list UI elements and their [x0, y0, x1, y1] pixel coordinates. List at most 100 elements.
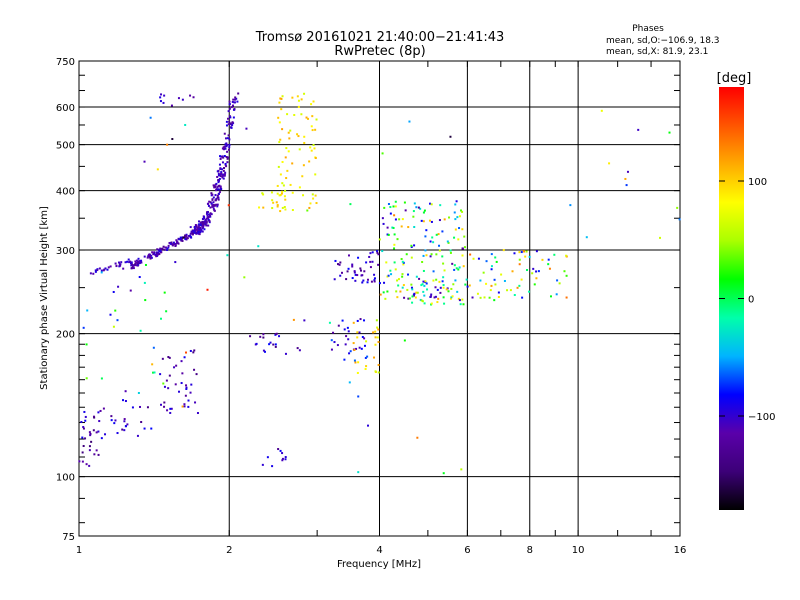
- data-point: [528, 290, 531, 293]
- data-point: [104, 267, 107, 270]
- y-tick-label: 200: [56, 330, 75, 341]
- data-point: [347, 330, 350, 333]
- data-point: [393, 214, 396, 217]
- data-point: [169, 407, 172, 410]
- data-point: [138, 276, 141, 279]
- data-point: [396, 238, 399, 241]
- data-point: [219, 185, 222, 188]
- data-point: [227, 134, 230, 137]
- data-point: [520, 278, 523, 281]
- data-point: [166, 249, 169, 252]
- data-point: [232, 116, 235, 119]
- data-point: [170, 104, 173, 107]
- data-point: [455, 200, 458, 203]
- data-point: [531, 272, 534, 275]
- data-point: [300, 98, 303, 101]
- data-point: [463, 235, 466, 238]
- y-tick-label: 400: [56, 187, 75, 198]
- data-point: [454, 279, 457, 282]
- data-point: [437, 233, 440, 236]
- data-point: [124, 400, 127, 403]
- data-point: [181, 372, 184, 375]
- data-point: [494, 256, 497, 259]
- data-point: [292, 318, 295, 321]
- data-point: [201, 218, 204, 221]
- data-point: [210, 202, 213, 205]
- data-point: [84, 437, 87, 440]
- data-point: [360, 274, 363, 277]
- data-point: [402, 284, 405, 287]
- data-point: [457, 238, 460, 241]
- data-point: [225, 145, 228, 148]
- data-point: [143, 281, 146, 284]
- data-point: [147, 253, 150, 256]
- colorbar-tick-label: −100: [748, 412, 775, 423]
- data-point: [196, 232, 199, 235]
- data-point: [219, 186, 222, 189]
- data-point: [353, 349, 356, 352]
- data-point: [377, 263, 380, 266]
- data-point: [537, 270, 540, 273]
- data-point: [461, 298, 464, 301]
- data-point: [297, 105, 300, 108]
- data-point: [82, 444, 85, 447]
- data-point: [172, 243, 175, 246]
- data-point: [340, 271, 343, 274]
- data-point: [453, 268, 456, 271]
- data-point: [227, 148, 230, 151]
- data-point: [126, 423, 129, 426]
- data-point: [365, 261, 368, 264]
- data-point: [228, 115, 231, 118]
- data-point: [137, 257, 140, 260]
- data-point: [315, 202, 318, 205]
- data-point: [428, 219, 431, 222]
- data-point: [216, 194, 219, 197]
- data-point: [495, 260, 498, 263]
- data-point: [117, 285, 120, 288]
- data-point: [279, 449, 282, 452]
- data-point: [180, 382, 183, 385]
- data-point: [353, 271, 356, 274]
- data-point: [217, 185, 220, 188]
- data-point: [357, 361, 360, 364]
- data-point: [149, 116, 152, 119]
- data-points: [78, 92, 681, 475]
- data-point: [296, 95, 299, 98]
- data-point: [128, 261, 131, 264]
- data-point: [432, 241, 435, 244]
- data-point: [78, 460, 81, 463]
- data-point: [109, 265, 112, 268]
- data-point: [423, 209, 426, 212]
- data-point: [179, 236, 182, 239]
- data-point: [192, 229, 195, 232]
- data-point: [382, 222, 385, 225]
- data-point: [258, 206, 261, 209]
- data-point: [218, 155, 221, 158]
- data-point: [460, 468, 463, 471]
- data-point: [430, 253, 433, 256]
- data-point: [220, 172, 223, 175]
- data-point: [309, 146, 312, 149]
- data-point: [490, 268, 493, 271]
- data-point: [429, 295, 432, 298]
- data-point: [106, 268, 109, 271]
- data-point: [337, 263, 340, 266]
- data-point: [218, 174, 221, 177]
- data-point: [149, 257, 152, 260]
- data-point: [89, 272, 92, 275]
- x-tick-label: 16: [674, 545, 687, 556]
- data-point: [522, 250, 525, 253]
- data-point: [196, 229, 199, 232]
- data-point: [281, 190, 284, 193]
- data-point: [459, 303, 462, 306]
- data-point: [212, 203, 215, 206]
- data-point: [177, 242, 180, 245]
- data-point: [82, 426, 85, 429]
- data-point: [175, 364, 178, 367]
- data-point: [207, 213, 210, 216]
- data-point: [307, 117, 310, 120]
- data-point: [82, 427, 85, 430]
- data-point: [281, 160, 284, 163]
- data-point: [547, 258, 550, 261]
- data-point: [261, 463, 264, 466]
